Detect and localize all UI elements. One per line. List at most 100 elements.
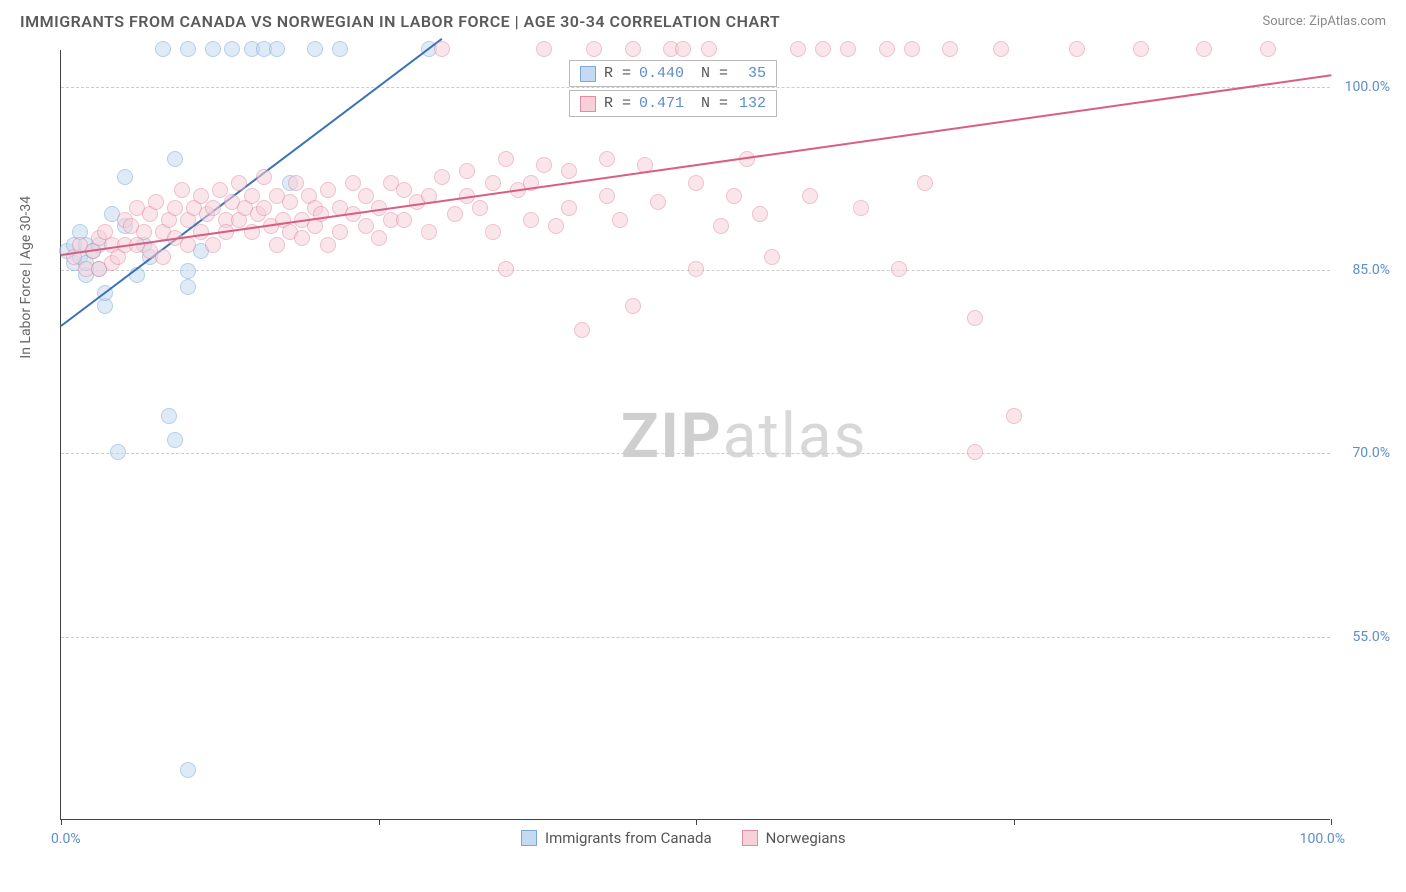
legend-item: Norwegians — [742, 829, 846, 847]
watermark: ZIPatlas — [621, 400, 868, 473]
x-tick — [61, 819, 62, 825]
y-tick-label: 100.0% — [1345, 79, 1390, 95]
data-point — [840, 41, 856, 57]
data-point — [269, 41, 285, 57]
data-point — [625, 298, 641, 314]
legend-label: Norwegians — [766, 829, 846, 847]
data-point — [599, 151, 615, 167]
data-point — [148, 194, 164, 210]
stat-r-value: 0.440 — [639, 65, 684, 82]
data-point — [713, 218, 729, 234]
legend-swatch — [580, 66, 596, 82]
data-point — [307, 41, 323, 57]
x-tick — [379, 819, 380, 825]
stat-n-label: N = — [692, 95, 728, 112]
data-point — [205, 41, 221, 57]
x-tick-label-min: 0.0% — [51, 831, 81, 847]
data-point — [498, 151, 514, 167]
stats-box: R =0.440 N =35 — [569, 60, 777, 87]
scatter-plot-area: ZIPatlas 55.0%70.0%85.0%100.0%0.0%100.0%… — [60, 50, 1330, 820]
legend-swatch — [580, 96, 596, 112]
data-point — [853, 200, 869, 216]
stat-n-label: N = — [692, 65, 728, 82]
data-point — [675, 41, 691, 57]
data-point — [294, 230, 310, 246]
data-point — [1133, 41, 1149, 57]
data-point — [161, 408, 177, 424]
data-point — [967, 444, 983, 460]
data-point — [167, 432, 183, 448]
data-point — [1006, 408, 1022, 424]
stat-n-value: 132 — [736, 95, 766, 112]
data-point — [459, 163, 475, 179]
data-point — [345, 175, 361, 191]
data-point — [167, 200, 183, 216]
data-point — [358, 218, 374, 234]
data-point — [371, 230, 387, 246]
data-point — [256, 200, 272, 216]
stat-r-value: 0.471 — [639, 95, 684, 112]
data-point — [288, 175, 304, 191]
data-point — [536, 41, 552, 57]
data-point — [472, 200, 488, 216]
data-point — [117, 169, 133, 185]
data-point — [536, 157, 552, 173]
chart-title: IMMIGRANTS FROM CANADA VS NORWEGIAN IN L… — [20, 12, 780, 31]
data-point — [967, 310, 983, 326]
data-point — [434, 169, 450, 185]
data-point — [815, 41, 831, 57]
data-point — [942, 41, 958, 57]
data-point — [224, 41, 240, 57]
stat-n-value: 35 — [736, 65, 766, 82]
data-point — [485, 224, 501, 240]
data-point — [180, 279, 196, 295]
data-point — [993, 41, 1009, 57]
y-axis-label: In Labor Force | Age 30-34 — [18, 196, 34, 359]
data-point — [498, 261, 514, 277]
legend-item: Immigrants from Canada — [521, 829, 712, 847]
watermark-rest: atlas — [723, 400, 868, 473]
data-point — [561, 200, 577, 216]
data-point — [650, 194, 666, 210]
data-point — [625, 41, 641, 57]
x-tick-label-max: 100.0% — [1300, 831, 1345, 847]
data-point — [358, 188, 374, 204]
data-point — [688, 175, 704, 191]
x-tick — [1331, 819, 1332, 825]
legend-swatch — [742, 830, 758, 846]
data-point — [548, 218, 564, 234]
data-point — [282, 194, 298, 210]
y-tick-label: 70.0% — [1352, 445, 1390, 461]
x-tick — [1014, 819, 1015, 825]
watermark-bold: ZIP — [621, 400, 723, 473]
data-point — [396, 212, 412, 228]
data-point — [269, 237, 285, 253]
gridline — [61, 637, 1330, 638]
data-point — [256, 169, 272, 185]
source-label: Source: ZipAtlas.com — [1262, 14, 1386, 29]
data-point — [180, 237, 196, 253]
data-point — [110, 444, 126, 460]
data-point — [155, 249, 171, 265]
data-point — [447, 206, 463, 222]
data-point — [434, 41, 450, 57]
data-point — [879, 41, 895, 57]
data-point — [701, 41, 717, 57]
x-tick — [696, 819, 697, 825]
data-point — [726, 188, 742, 204]
data-point — [764, 249, 780, 265]
data-point — [320, 237, 336, 253]
data-point — [612, 212, 628, 228]
data-point — [320, 182, 336, 198]
data-point — [231, 175, 247, 191]
data-point — [586, 41, 602, 57]
data-point — [193, 188, 209, 204]
data-point — [174, 182, 190, 198]
legend-swatch — [521, 830, 537, 846]
data-point — [599, 188, 615, 204]
data-point — [1260, 41, 1276, 57]
data-point — [1196, 41, 1212, 57]
data-point — [752, 206, 768, 222]
data-point — [802, 188, 818, 204]
data-point — [485, 175, 501, 191]
